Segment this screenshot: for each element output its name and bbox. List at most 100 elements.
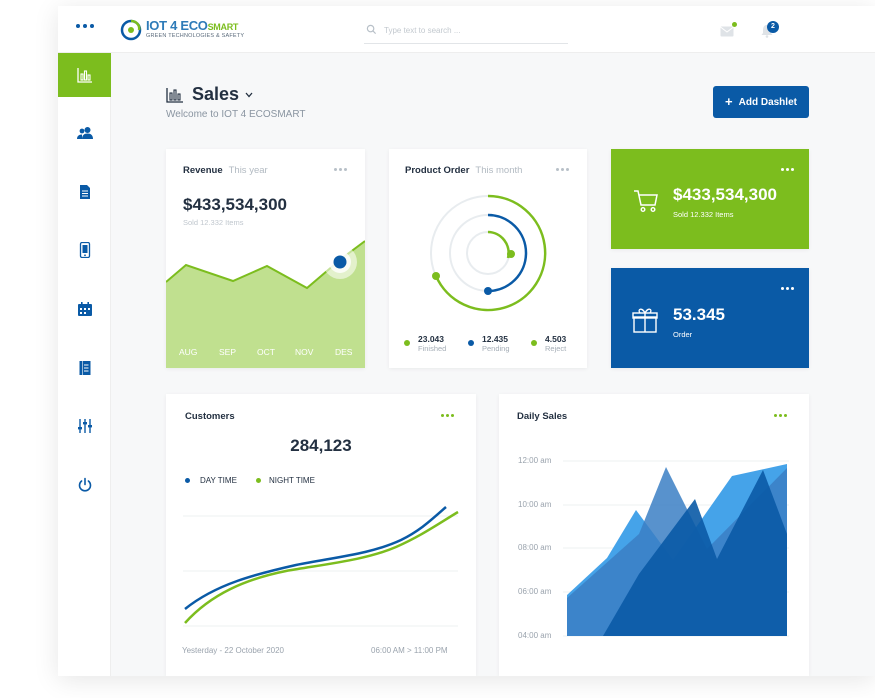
logo[interactable]: IOT 4 ECOSMART GREEN TECHNOLOGIES & SAFE…: [120, 16, 260, 44]
revenue-area-chart: [166, 240, 365, 368]
reject-label: Reject: [545, 344, 567, 353]
revenue-card: Revenue This year $433,534,300 Sold 12.33…: [166, 149, 365, 368]
daily-sales-title: Daily Sales: [517, 411, 568, 422]
logo-text: IOT 4 ECOSMART: [146, 18, 238, 33]
dashboard-app: IOT 4 ECOSMART GREEN TECHNOLOGIES & SAFE…: [58, 6, 875, 676]
finished-label: Finished: [418, 344, 447, 353]
daily-sales-card: Daily Sales 12:00 am 10:00 am 08:00 am 0…: [499, 394, 809, 676]
search-input[interactable]: [384, 22, 564, 38]
revenue-title-text: Revenue: [183, 165, 223, 176]
users-icon: [76, 127, 93, 139]
finished-value: 23.043: [418, 334, 444, 344]
mobile-icon: [79, 242, 90, 258]
reject-dot: [531, 340, 537, 346]
sold-items-tile[interactable]: $433,534,300 Sold 12.332 Items: [611, 149, 809, 249]
customers-title: Customers: [185, 411, 235, 422]
legend-day-time: DAY TIME: [200, 476, 237, 485]
more-options-icon[interactable]: [781, 287, 794, 290]
pending-value: 12.435: [482, 334, 508, 344]
reject-value: 4.503: [545, 334, 567, 344]
cart-icon: [634, 190, 658, 213]
page-title-text: Sales: [192, 84, 240, 104]
y-axis-label: 06:00 am: [518, 587, 552, 596]
more-options-icon[interactable]: [781, 168, 794, 171]
chevron-down-icon: [245, 92, 253, 97]
mail-icon[interactable]: [720, 26, 734, 37]
power-icon: [78, 477, 91, 492]
search-bar: [364, 20, 568, 44]
product-order-ring-chart: [430, 194, 547, 312]
revenue-value: $433,534,300: [183, 195, 287, 214]
month-label: DES: [335, 347, 353, 357]
order-value: 53.345: [673, 305, 725, 324]
day-time-line: [184, 506, 447, 610]
search-icon: [366, 24, 377, 35]
more-options-icon[interactable]: [334, 168, 347, 171]
calendar-icon: [77, 302, 92, 316]
pending-arc: [487, 213, 528, 293]
plus-icon: +: [725, 94, 733, 109]
sidebar-item-users[interactable]: [58, 111, 111, 155]
sidebar: [58, 53, 111, 676]
reject-arc: [487, 230, 510, 259]
sidebar-item-settings[interactable]: [58, 404, 111, 448]
month-label: OCT: [257, 347, 275, 357]
finished-arc: [434, 194, 547, 312]
bar-chart-icon: [166, 87, 183, 103]
customers-line-chart: [183, 506, 459, 627]
order-sub: Order: [673, 330, 693, 339]
pending-dot: [468, 340, 474, 346]
sidebar-item-device[interactable]: [58, 228, 111, 272]
day-time-dot: [185, 478, 190, 483]
daily-sales-area-chart: [563, 460, 789, 637]
order-tile[interactable]: 53.345 Order: [611, 268, 809, 368]
sidebar-item-logout[interactable]: [58, 463, 111, 507]
add-dashlet-button[interactable]: + Add Dashlet: [713, 86, 809, 118]
sidebar-item-dashboard[interactable]: [58, 53, 111, 97]
add-dashlet-label: Add Dashlet: [738, 96, 797, 108]
sidebar-item-calendar[interactable]: [58, 287, 111, 331]
sold-sub: Sold 12.332 Items: [673, 210, 734, 219]
revenue-sub: Sold 12.332 Items: [183, 218, 244, 227]
y-axis-label: 10:00 am: [518, 500, 552, 509]
series-c-area: [567, 470, 787, 636]
customers-card: Customers 284,123 DAY TIME NIGHT TIME Ye…: [166, 394, 476, 676]
sold-value: $433,534,300: [673, 185, 777, 204]
month-label: SEP: [219, 347, 237, 357]
notification-badge: 2: [767, 21, 779, 33]
y-axis-label: 12:00 am: [518, 456, 552, 465]
product-order-title: Product Order This month: [405, 165, 522, 176]
legend-night-time: NIGHT TIME: [269, 476, 315, 485]
customers-footer-date: Yesterday - 22 October 2020: [182, 646, 284, 655]
mail-unread-dot: [732, 22, 737, 27]
logo-main: IOT 4 ECO: [146, 18, 208, 33]
sidebar-item-documents[interactable]: [58, 170, 111, 214]
product-order-period: This month: [475, 165, 523, 176]
customers-footer-time: 06:00 AM > 11:00 PM: [371, 646, 448, 655]
month-label: AUG: [179, 347, 198, 357]
customers-value: 284,123: [290, 436, 352, 455]
night-time-dot: [256, 478, 261, 483]
logo-mark-icon: [120, 19, 142, 41]
y-axis-label: 08:00 am: [518, 543, 552, 552]
gift-box-icon: [632, 308, 658, 333]
page-title[interactable]: Sales: [166, 84, 253, 105]
report-icon: [79, 361, 90, 375]
more-options-icon[interactable]: [774, 414, 787, 417]
sidebar-item-reports[interactable]: [58, 346, 111, 390]
sliders-icon: [77, 419, 92, 433]
product-order-title-text: Product Order: [405, 165, 470, 176]
pending-label: Pending: [482, 344, 510, 353]
document-icon: [79, 185, 90, 199]
revenue-period: This year: [228, 165, 268, 176]
more-options-icon[interactable]: [441, 414, 454, 417]
y-axis-label: 04:00 am: [518, 631, 552, 640]
night-time-line: [184, 510, 459, 624]
product-order-card: Product Order This month 23.043 Finished …: [389, 149, 587, 368]
revenue-title: Revenue This year: [183, 165, 268, 176]
bar-chart-icon: [76, 68, 92, 83]
month-label: NOV: [295, 347, 314, 357]
top-bar: IOT 4 ECOSMART GREEN TECHNOLOGIES & SAFE…: [58, 6, 875, 53]
menu-dots-icon[interactable]: [76, 24, 94, 28]
more-options-icon[interactable]: [556, 168, 569, 171]
